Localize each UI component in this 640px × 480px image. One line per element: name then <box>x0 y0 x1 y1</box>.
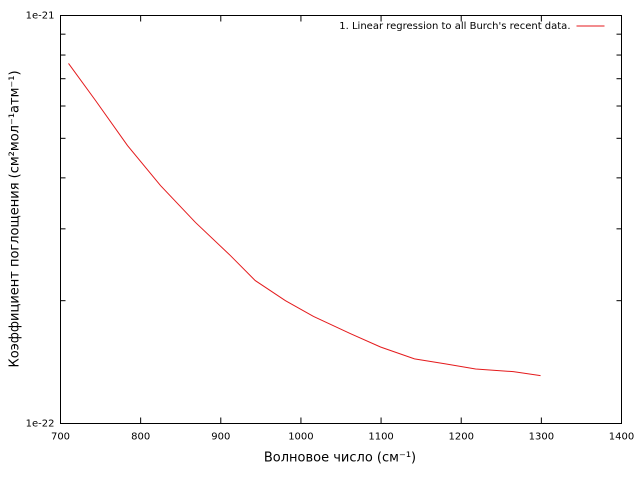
plot-frame <box>60 15 622 424</box>
x-tick-label: 800 <box>131 432 150 443</box>
y-tick-label: 1e-22 <box>26 419 55 430</box>
x-tick-label: 700 <box>51 432 70 443</box>
y-axis-label: Коэффициент поглощения (см²мол⁻¹атм⁻¹) <box>8 70 23 367</box>
y-tick-label: 1e-21 <box>26 11 55 22</box>
x-axis-label: Волновое число (см⁻¹) <box>264 451 416 466</box>
x-tick-label: 1300 <box>529 432 554 443</box>
x-tick-label: 1100 <box>368 432 393 443</box>
legend-label: 1. Linear regression to all Burch's rece… <box>339 21 570 32</box>
x-tick-label: 900 <box>211 432 230 443</box>
x-tick-label: 1400 <box>609 432 634 443</box>
data-line <box>68 63 541 377</box>
x-tick-label: 1000 <box>288 432 313 443</box>
x-tick-label: 1200 <box>448 432 473 443</box>
